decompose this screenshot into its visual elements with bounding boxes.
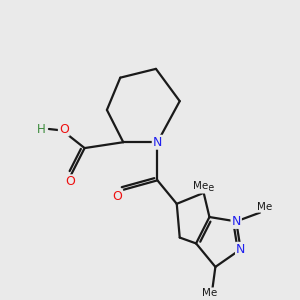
Text: Me: Me — [193, 181, 208, 191]
Text: N: N — [236, 243, 245, 256]
Text: N: N — [232, 215, 241, 228]
Text: Me: Me — [202, 288, 217, 298]
Text: O: O — [65, 175, 75, 188]
Text: Me: Me — [257, 202, 272, 212]
Text: N: N — [153, 136, 162, 149]
Text: H: H — [37, 122, 46, 136]
Text: O: O — [112, 190, 122, 203]
Text: O: O — [59, 122, 69, 136]
Text: Me: Me — [199, 183, 214, 193]
